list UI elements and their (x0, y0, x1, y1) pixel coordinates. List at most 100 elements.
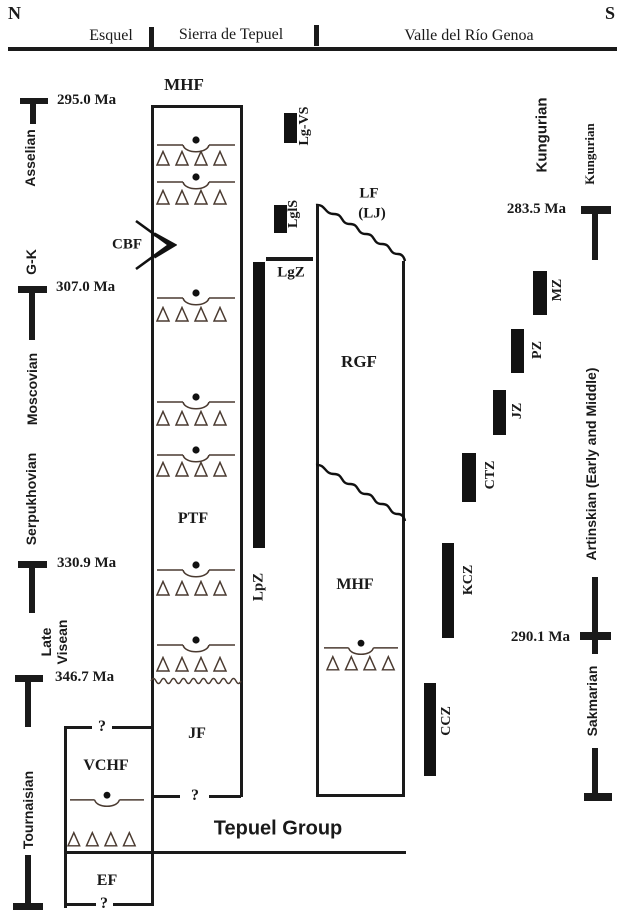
jf-base-line (209, 795, 241, 798)
stage-late-line: Late (37, 627, 54, 657)
region-esquel-label: Esquel (89, 27, 133, 44)
age-330-label: 330.9 Ma (57, 555, 117, 571)
left-axis-tick-330 (18, 561, 47, 568)
zone-bar-pz (511, 329, 524, 373)
dropstone-icon (157, 289, 235, 306)
south-label: S (605, 3, 616, 23)
formation-ef-label: EF (96, 872, 118, 889)
left-axis-line (25, 682, 31, 727)
stage-asselian-label: Asselian (22, 129, 38, 187)
formation-mhf-tepuel-label: MHF (164, 75, 204, 94)
region-valle-del-rio-genoa-label: Valle del Río Genoa (404, 27, 534, 44)
left-axis-line (25, 855, 31, 904)
genoa-column-left-edge (316, 205, 319, 797)
left-axis-bottom-tick (13, 903, 43, 910)
stage-kungurian-inner-label: Kungurian (582, 123, 597, 185)
diamictite-triangles-icon (156, 461, 228, 477)
zone-bar-mz (533, 271, 547, 315)
zone-bar-lpz (253, 262, 265, 548)
unconformity-wavy-icon (315, 463, 407, 522)
zone-mz-label: MZ (550, 278, 565, 302)
zone-ctz-label: CTZ (483, 460, 498, 490)
erosion-wavy-line-icon (150, 677, 242, 685)
zone-ccz-label: CCZ (439, 706, 454, 736)
stage-visean-line: Visean (54, 619, 70, 665)
zone-bar-jz (493, 390, 506, 435)
left-axis-tick-307 (18, 286, 47, 293)
ef-base-line (66, 903, 96, 906)
zone-jz-label: JZ (510, 402, 525, 420)
diamictite-triangles-icon (67, 831, 137, 847)
right-axis-tick-290 (580, 632, 611, 640)
dropstone-icon (157, 136, 235, 153)
region-separator (149, 27, 154, 47)
age-346-label: 346.7 Ma (55, 669, 115, 685)
zone-pz-label: PZ (530, 341, 545, 359)
right-axis-tick-283 (581, 206, 611, 214)
stage-tournaisian-label: Tournaisian (20, 770, 36, 850)
region-sierra-de-tepuel-label: Sierra de Tepuel (178, 26, 284, 43)
diamictite-triangles-icon (156, 656, 228, 672)
zone-bar-ccz (424, 683, 436, 776)
unconformity-wavy-icon (315, 203, 407, 262)
dropstone-icon (70, 791, 144, 808)
zone-bar-lgvs (284, 113, 297, 143)
left-axis-line (29, 568, 35, 613)
formation-ptf-label: PTF (177, 510, 209, 527)
left-axis-tick-346 (15, 675, 43, 682)
fault-chevron-icon (135, 219, 177, 271)
diamictite-triangles-icon (156, 306, 228, 322)
zone-lpz-label: LpZ (250, 572, 267, 602)
left-axis-tick-295 (20, 98, 48, 104)
formation-jf-label: JF (188, 725, 206, 742)
diamictite-triangles-icon (156, 410, 228, 426)
region-header-line (8, 47, 617, 51)
genoa-column-bottom-edge (316, 794, 405, 797)
tepuel-group-label: Tepuel Group (213, 817, 343, 840)
formation-mhf-genoa-label: MHF (336, 576, 374, 593)
region-separator (314, 25, 319, 46)
stage-moscovian-label: Moscovian (24, 352, 40, 426)
stage-kungurian-outer-label: Kungurian (533, 97, 551, 173)
vchf-top-question-mark: ? (98, 718, 106, 735)
stage-artinskian-label: Artinskian (Early and Middle) (583, 367, 599, 561)
dropstone-icon (157, 636, 235, 653)
left-axis-line (29, 293, 35, 340)
stage-late-visean-label: Late Visean (38, 620, 70, 665)
dropstone-icon (157, 393, 235, 410)
tepuel-column-left-edge (151, 105, 154, 906)
dropstone-icon (157, 173, 235, 190)
diamictite-triangles-icon (156, 150, 228, 166)
north-label: N (8, 3, 21, 23)
zone-kcz-label: KCZ (461, 564, 476, 596)
right-axis-line (592, 214, 598, 260)
stage-gk-label: G-K (23, 249, 39, 275)
ef-base-question-mark: ? (100, 895, 108, 912)
dropstone-icon (157, 446, 235, 463)
right-axis-line (592, 748, 598, 794)
left-axis-line (30, 104, 36, 124)
tepuel-column-top-edge (151, 105, 243, 108)
fault-cbf-label: CBF (112, 236, 142, 253)
zone-lgz-line (266, 257, 313, 261)
vchf-box-left-edge (64, 726, 67, 908)
formation-rgf-label: RGF (341, 352, 377, 371)
zone-bar-kcz (442, 543, 454, 638)
right-axis-line (592, 577, 598, 654)
diamictite-triangles-icon (156, 189, 228, 205)
stage-serpukhovian-label: Serpukhovian (23, 452, 39, 546)
diamictite-triangles-icon (326, 655, 396, 671)
stage-sakmarian-label: Sakmarian (584, 665, 600, 737)
age-283-label: 283.5 Ma (506, 201, 566, 217)
zone-lgvs-label: Lg-VS (297, 106, 312, 146)
ef-base-line (113, 903, 151, 906)
dropstone-icon (324, 639, 398, 656)
right-axis-bottom-tick (584, 793, 612, 801)
tepuel-column-right-edge (240, 105, 243, 797)
vchf-top-line (112, 726, 151, 729)
jf-base-line (153, 795, 180, 798)
vchf-top-line (64, 726, 92, 729)
genoa-column-right-edge (402, 261, 405, 797)
formation-vchf-label: VCHF (83, 757, 129, 774)
